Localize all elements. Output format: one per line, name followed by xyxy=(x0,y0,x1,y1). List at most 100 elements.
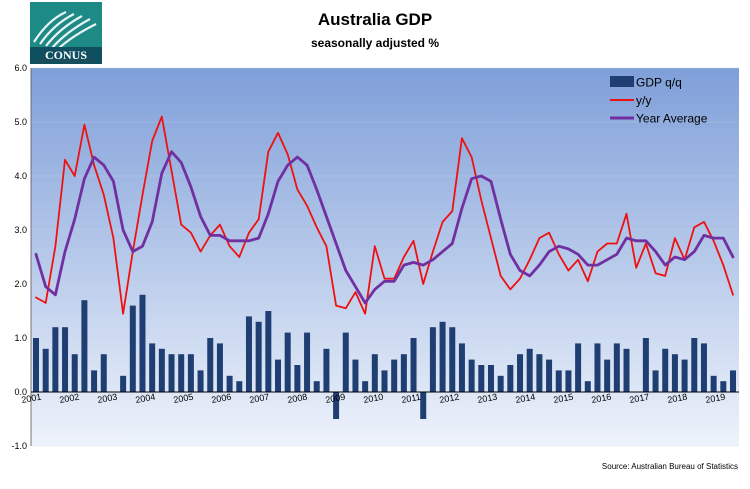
logo-text: CONUS xyxy=(45,48,87,62)
qq-bar xyxy=(584,381,591,392)
x-tick-label: 2014 xyxy=(515,392,536,405)
qq-bar xyxy=(507,365,514,392)
qq-bar xyxy=(536,354,543,392)
qq-bar xyxy=(139,294,146,392)
legend: GDP q/q y/y Year Average xyxy=(610,76,708,126)
chart-title: Australia GDP xyxy=(317,10,433,29)
qq-bar xyxy=(42,348,49,392)
qq-bar xyxy=(236,381,243,392)
qq-bar xyxy=(129,305,136,392)
legend-label: GDP q/q xyxy=(636,76,682,90)
qq-bar xyxy=(671,354,678,392)
qq-bar xyxy=(565,370,572,392)
qq-bar xyxy=(91,370,98,392)
qq-bar xyxy=(158,348,165,392)
x-tick-label: 2011 xyxy=(401,392,422,405)
qq-bar xyxy=(575,343,582,392)
x-tick-label: 2007 xyxy=(249,392,270,405)
qq-bar xyxy=(555,370,562,392)
qq-bar xyxy=(487,365,494,392)
qq-bar xyxy=(342,332,349,392)
qq-bar xyxy=(168,354,175,392)
qq-bar xyxy=(458,343,465,392)
qq-bar xyxy=(275,359,282,392)
qq-bar xyxy=(652,370,659,392)
qq-bar xyxy=(245,316,252,392)
qq-bar xyxy=(478,365,485,392)
qq-bar xyxy=(691,338,698,392)
qq-bar xyxy=(700,343,707,392)
x-tick-label: 2006 xyxy=(211,392,232,405)
qq-bar xyxy=(371,354,378,392)
y-tick-label: -1.0 xyxy=(11,441,27,451)
qq-bar xyxy=(62,327,69,392)
x-tick-label: 2015 xyxy=(553,392,574,405)
qq-bar xyxy=(294,365,301,392)
qq-bar xyxy=(410,338,417,392)
legend-label: Year Average xyxy=(636,112,708,126)
qq-bar xyxy=(391,359,398,392)
qq-bar xyxy=(517,354,524,392)
qq-bar xyxy=(546,359,553,392)
qq-bar xyxy=(71,354,78,392)
qq-bar xyxy=(81,300,88,392)
x-tick-label: 2009 xyxy=(325,392,346,405)
year-average-line xyxy=(34,150,735,305)
yy-line xyxy=(35,115,734,315)
chart-subtitle: seasonally adjusted % xyxy=(310,36,440,50)
qq-bar xyxy=(439,321,446,392)
x-tick-label: 2013 xyxy=(477,392,498,405)
x-tick-label: 2004 xyxy=(135,392,156,405)
x-tick-label: 2008 xyxy=(287,392,308,405)
qq-bar xyxy=(604,359,611,392)
y-tick-label: 0.0 xyxy=(14,387,27,397)
qq-bar xyxy=(352,359,359,392)
x-axis: 2001 2002 2003 2004 2005 2006 2007 2008 2009 2010… xyxy=(21,392,726,405)
qq-bar xyxy=(100,354,107,392)
qq-bar xyxy=(400,354,407,392)
x-tick-label: 2010 xyxy=(363,392,384,405)
qq-bar xyxy=(662,348,669,392)
qq-bar xyxy=(449,327,456,392)
y-tick-label: 2.0 xyxy=(14,279,27,289)
qq-bar xyxy=(32,338,40,392)
x-tick-label: 2017 xyxy=(629,392,650,405)
qq-bar xyxy=(526,348,533,392)
conus-logo: CONUS xyxy=(30,2,102,64)
qq-bar xyxy=(207,338,214,392)
y-tick-label: 1.0 xyxy=(14,333,27,343)
qq-bar xyxy=(613,343,620,392)
qq-bar xyxy=(333,392,340,419)
source-note: Source: Australian Bureau of Statistics xyxy=(601,462,738,471)
qq-bar xyxy=(323,348,330,392)
qq-bars xyxy=(32,294,737,419)
qq-bar xyxy=(265,311,272,392)
qq-bar xyxy=(284,332,291,392)
qq-bar xyxy=(623,348,630,392)
y-tick-label: 4.0 xyxy=(14,171,27,181)
qq-bar xyxy=(313,381,320,392)
qq-bar xyxy=(362,381,369,392)
x-tick-label: 2001 xyxy=(21,392,42,405)
legend-label: y/y xyxy=(636,94,651,108)
y-tick-label: 5.0 xyxy=(14,117,27,127)
qq-bar xyxy=(729,370,737,392)
qq-bar xyxy=(429,327,436,392)
x-tick-label: 2005 xyxy=(173,392,194,405)
qq-bar xyxy=(226,375,233,392)
qq-bar xyxy=(187,354,194,392)
qq-bar xyxy=(420,392,427,419)
qq-bar xyxy=(642,338,649,392)
series-lines xyxy=(34,115,735,315)
qq-bar xyxy=(178,354,185,392)
x-tick-label: 2003 xyxy=(97,392,118,405)
qq-bar xyxy=(52,327,59,392)
x-tick-label: 2002 xyxy=(59,392,80,405)
x-tick-label: 2012 xyxy=(439,392,460,405)
y-tick-label: 3.0 xyxy=(14,225,27,235)
qq-bar xyxy=(216,343,223,392)
qq-bar xyxy=(381,370,388,392)
qq-bar xyxy=(120,375,127,392)
qq-bar xyxy=(720,381,727,392)
